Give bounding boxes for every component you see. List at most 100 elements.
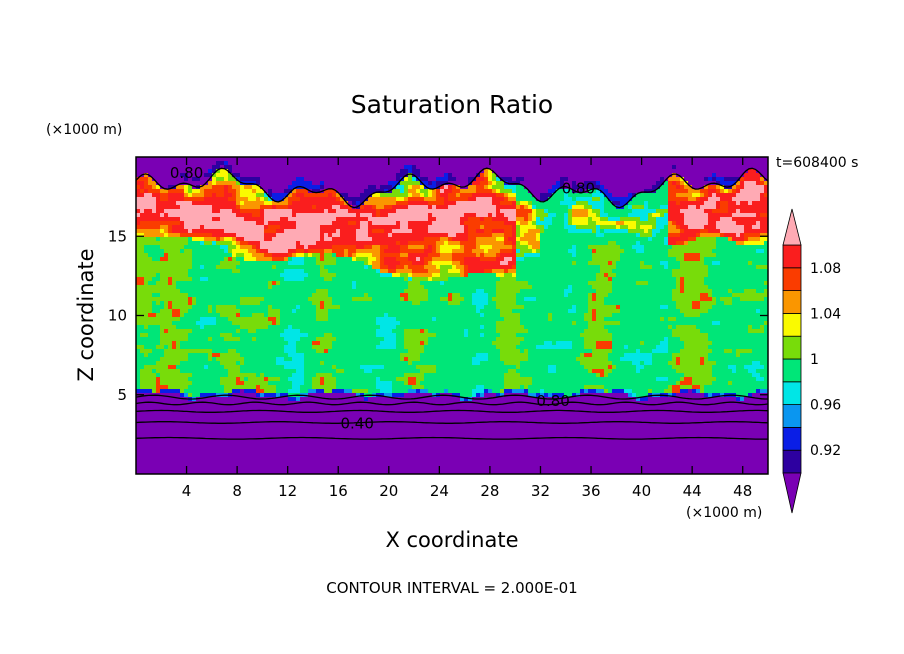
heatmap-cell <box>192 301 196 305</box>
heatmap-cell <box>668 361 676 365</box>
heatmap-cell <box>460 273 464 277</box>
heatmap-cell <box>136 305 152 309</box>
heatmap-cell <box>564 213 568 217</box>
heatmap-cell <box>672 365 712 369</box>
heatmap-cell <box>236 241 240 245</box>
heatmap-cell <box>652 225 656 229</box>
heatmap-cell <box>232 249 248 253</box>
heatmap-cell <box>540 393 544 397</box>
heatmap-cell <box>516 205 520 209</box>
heatmap-cell <box>336 197 340 201</box>
heatmap-cell <box>176 201 192 205</box>
heatmap-cell <box>160 309 172 313</box>
heatmap-cell <box>612 389 624 393</box>
heatmap-cell <box>428 201 444 205</box>
heatmap-cell <box>424 265 436 269</box>
heatmap-cell <box>496 329 528 333</box>
heatmap-cell <box>408 357 420 361</box>
heatmap-cell <box>680 229 684 233</box>
heatmap-cell <box>464 261 500 265</box>
heatmap-cell <box>264 389 276 393</box>
heatmap-cell <box>268 305 272 309</box>
heatmap-cell <box>136 277 144 281</box>
heatmap-cell <box>144 233 164 237</box>
colorbar-label: 0.96 <box>810 398 841 414</box>
heatmap-cell <box>668 217 684 221</box>
heatmap-cell <box>292 373 304 377</box>
heatmap-cell <box>276 205 288 209</box>
heatmap-cell <box>736 193 760 197</box>
heatmap-cell <box>224 365 240 369</box>
heatmap-cell <box>288 197 300 201</box>
heatmap-cell <box>224 165 232 169</box>
heatmap-cell <box>432 277 448 281</box>
heatmap-cell <box>588 297 592 301</box>
heatmap-cell <box>564 289 572 293</box>
heatmap-cell <box>492 233 504 237</box>
heatmap-cell <box>384 313 388 317</box>
heatmap-cell <box>408 185 412 189</box>
heatmap-cell <box>244 185 252 189</box>
heatmap-cell <box>588 281 612 285</box>
heatmap-cell <box>144 185 152 189</box>
heatmap-cell <box>360 193 372 197</box>
heatmap-cell <box>456 233 468 237</box>
chart-title: Saturation Ratio <box>351 90 553 119</box>
heatmap-cell <box>636 349 640 353</box>
heatmap-cell <box>288 341 296 345</box>
heatmap-cell <box>376 321 400 325</box>
heatmap-cell <box>372 237 424 241</box>
heatmap-cell <box>728 237 732 241</box>
heatmap-cell <box>668 237 688 241</box>
heatmap-cell <box>588 209 592 213</box>
heatmap-cell <box>308 249 324 253</box>
heatmap-cell <box>380 253 400 257</box>
heatmap-cell <box>368 197 396 201</box>
heatmap-cell <box>356 233 368 237</box>
heatmap-cell <box>236 381 244 385</box>
heatmap-cell <box>672 393 676 397</box>
heatmap-cell <box>348 249 356 253</box>
heatmap-cell <box>404 337 428 341</box>
heatmap-cell <box>372 245 380 249</box>
heatmap-cell <box>668 241 676 245</box>
heatmap-cell <box>764 193 768 197</box>
heatmap-cell <box>156 209 164 213</box>
heatmap-cell <box>152 185 156 189</box>
heatmap-cell <box>472 357 488 361</box>
heatmap-cell <box>200 241 204 245</box>
heatmap-cell <box>340 205 348 209</box>
heatmap-cell <box>188 229 192 233</box>
heatmap-cell <box>496 293 516 297</box>
heatmap-cell <box>400 293 408 297</box>
heatmap-cell <box>160 197 168 201</box>
heatmap-cell <box>728 365 736 369</box>
heatmap-cell <box>756 389 760 393</box>
heatmap-cell <box>284 197 288 201</box>
heatmap-cell <box>168 189 184 193</box>
heatmap-cell <box>496 173 672 177</box>
heatmap-cell <box>496 305 524 309</box>
heatmap-cell <box>404 277 408 281</box>
heatmap-cell <box>276 317 280 321</box>
heatmap-cell <box>692 381 712 385</box>
heatmap-cell <box>420 189 428 193</box>
heatmap-cell <box>592 253 620 257</box>
heatmap-cell <box>136 273 156 277</box>
heatmap-cell <box>504 389 512 393</box>
heatmap-cell <box>216 265 236 269</box>
heatmap-cell <box>564 217 568 221</box>
heatmap-cell <box>720 393 724 397</box>
heatmap-cell <box>660 213 664 217</box>
heatmap-cell <box>532 209 536 213</box>
heatmap-cell <box>728 205 768 209</box>
heatmap-cell <box>332 365 336 369</box>
heatmap-cell <box>672 245 716 249</box>
x-tick-label: 20 <box>379 482 398 500</box>
heatmap-cell <box>408 225 428 229</box>
x-axis: 4 8 12 16 20 24 28 32 36 40 44 48 <box>182 157 752 500</box>
heatmap-cell <box>700 229 708 233</box>
heatmap-cell <box>332 193 336 197</box>
heatmap-cell <box>408 177 412 181</box>
heatmap-cell <box>268 317 276 321</box>
